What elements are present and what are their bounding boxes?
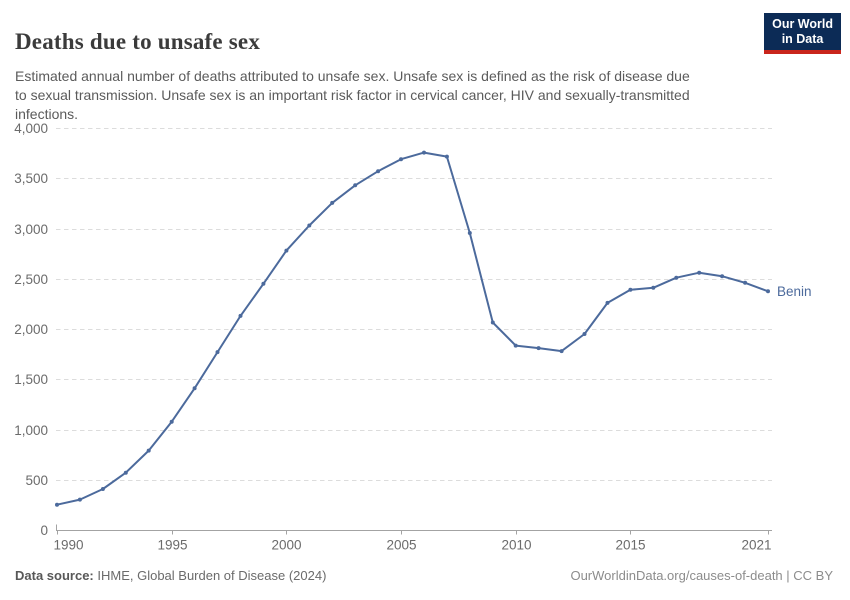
data-point[interactable] <box>55 502 59 507</box>
data-point[interactable] <box>422 150 426 155</box>
data-point[interactable] <box>720 274 725 279</box>
data-point[interactable] <box>169 419 174 424</box>
data-point[interactable] <box>467 231 472 235</box>
data-point[interactable] <box>353 183 358 188</box>
data-point[interactable] <box>376 169 381 174</box>
y-tick-label: 1,500 <box>14 372 48 387</box>
data-point[interactable] <box>100 487 105 491</box>
data-point[interactable] <box>743 280 748 285</box>
data-point[interactable] <box>628 287 633 292</box>
data-point[interactable] <box>490 320 495 325</box>
data-point[interactable] <box>559 349 564 354</box>
owid-logo[interactable]: Our World in Data <box>764 13 841 54</box>
x-tick-label: 2005 <box>386 538 416 553</box>
data-point[interactable] <box>123 470 128 475</box>
data-point[interactable] <box>674 275 679 280</box>
y-tick-label: 500 <box>25 473 48 488</box>
page-subtitle: Estimated annual number of deaths attrib… <box>15 68 690 122</box>
series-end-label[interactable]: Benin <box>777 284 812 299</box>
x-tick-label: 2021 <box>741 538 771 553</box>
data-point[interactable] <box>513 343 518 348</box>
data-source-label: Data source: <box>15 568 94 583</box>
data-point[interactable] <box>605 300 610 305</box>
y-tick-label: 2,500 <box>14 272 48 287</box>
data-point[interactable] <box>399 157 403 162</box>
data-source: Data source: IHME, Global Burden of Dise… <box>15 568 326 583</box>
series-line[interactable] <box>56 151 769 506</box>
y-tick-label: 3,500 <box>14 171 48 186</box>
y-tick-label: 1,000 <box>14 423 48 438</box>
data-point[interactable] <box>444 154 449 159</box>
x-tick-label: 2010 <box>501 538 531 553</box>
data-point[interactable] <box>261 281 266 286</box>
data-source-text: IHME, Global Burden of Disease (2024) <box>93 568 327 583</box>
x-tick-label: 1995 <box>157 538 187 553</box>
data-point[interactable] <box>582 332 587 336</box>
data-point[interactable] <box>697 270 702 275</box>
y-tick-label: 3,000 <box>14 222 48 237</box>
data-point[interactable] <box>238 313 243 318</box>
data-point[interactable] <box>215 350 220 355</box>
x-tick-label: 2000 <box>271 538 301 553</box>
data-point[interactable] <box>192 386 197 391</box>
page-title: Deaths due to unsafe sex <box>15 29 261 55</box>
y-tick-label: 0 <box>40 523 48 538</box>
owid-logo-line1: Our World <box>772 17 833 31</box>
data-point[interactable] <box>330 200 335 205</box>
data-point[interactable] <box>536 346 541 351</box>
data-point[interactable] <box>307 223 312 228</box>
y-tick-label: 4,000 <box>14 121 48 136</box>
data-point[interactable] <box>146 448 151 453</box>
data-point[interactable] <box>651 285 656 290</box>
chart-footer: Data source: IHME, Global Burden of Dise… <box>15 568 833 583</box>
data-point[interactable] <box>766 289 770 294</box>
y-tick-label: 2,000 <box>14 322 48 337</box>
owid-logo-line2: in Data <box>781 32 824 46</box>
data-point[interactable] <box>284 248 289 253</box>
x-tick-label: 2015 <box>615 538 645 553</box>
x-tick-label: 1990 <box>54 538 84 553</box>
data-point[interactable] <box>77 497 82 502</box>
footer-link[interactable]: OurWorldinData.org/causes-of-death | CC … <box>570 568 833 583</box>
